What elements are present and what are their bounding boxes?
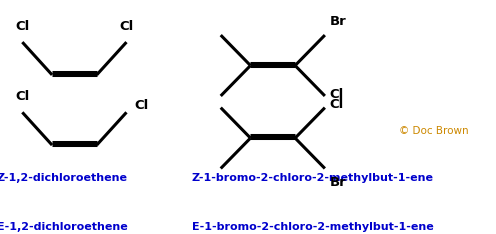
Text: Cl: Cl (330, 98, 344, 111)
Text: Cl: Cl (330, 88, 344, 101)
Text: Br: Br (330, 176, 347, 189)
Text: Cl: Cl (134, 99, 148, 112)
Text: Z-1-bromo-2-chloro-2-methylbut-1-ene: Z-1-bromo-2-chloro-2-methylbut-1-ene (191, 172, 434, 183)
Text: Z-1,2-dichloroethene: Z-1,2-dichloroethene (0, 172, 127, 183)
Text: E-1-bromo-2-chloro-2-methylbut-1-ene: E-1-bromo-2-chloro-2-methylbut-1-ene (191, 222, 434, 232)
Text: Cl: Cl (15, 20, 29, 33)
Text: Br: Br (330, 15, 347, 28)
Text: E-1,2-dichloroethene: E-1,2-dichloroethene (0, 222, 127, 232)
Text: Cl: Cl (120, 20, 134, 33)
Text: © Doc Brown: © Doc Brown (399, 126, 469, 136)
Text: Cl: Cl (15, 90, 29, 103)
